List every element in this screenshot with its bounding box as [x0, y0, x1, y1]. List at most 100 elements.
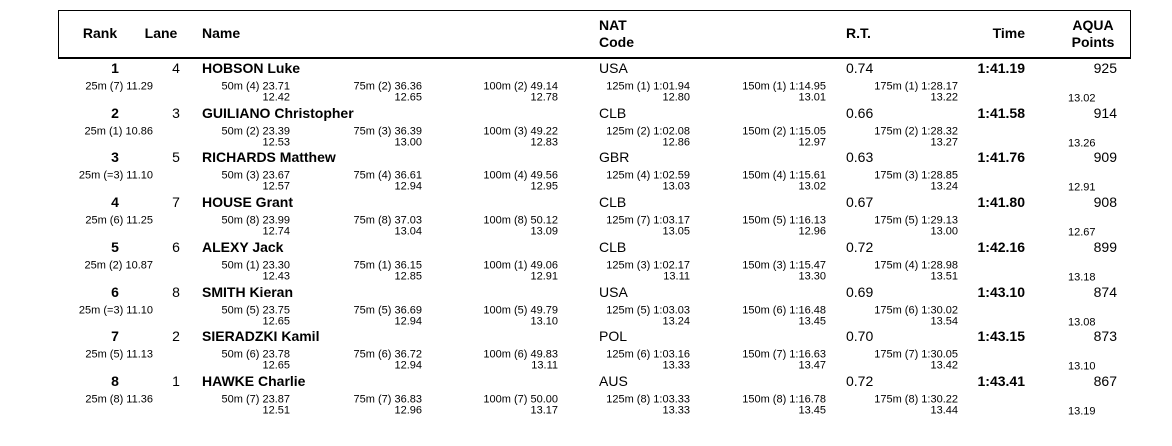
- name: GUILIANO Christopher: [202, 104, 354, 121]
- split: 125m (7) 1:03.17: [606, 214, 690, 227]
- nat-code: POL: [599, 328, 628, 345]
- points: 873: [1093, 328, 1117, 345]
- split-lap: 12.91: [530, 270, 558, 283]
- split-lap: 13.27: [930, 136, 958, 149]
- split-25m: 25m (=3) 11.10: [78, 169, 153, 182]
- split-lap: 13.10: [530, 315, 558, 327]
- lane: 1: [172, 372, 180, 389]
- nat-code: CLB: [599, 238, 627, 255]
- split: 125m (8) 1:03.33: [606, 393, 690, 406]
- split: 50m (5) 23.75: [221, 304, 290, 316]
- split-lap: 13.00: [394, 136, 422, 149]
- name: HAWKE Charlie: [202, 372, 306, 389]
- split: 175m (1) 1:28.17: [874, 80, 958, 93]
- nat-code: GBR: [599, 149, 630, 166]
- split: 75m (7) 36.83: [353, 393, 422, 406]
- header-time: Time: [992, 25, 1025, 41]
- split: 100m (4) 49.56: [483, 169, 558, 182]
- split: 175m (2) 1:28.32: [874, 125, 958, 138]
- split-lap: 12.85: [394, 270, 422, 283]
- rank: 5: [111, 238, 119, 255]
- reaction-time: 0.70: [846, 328, 874, 345]
- split-lap: 12.78: [530, 91, 558, 104]
- split-lap: 12.57: [262, 180, 290, 193]
- split: 150m (7) 1:16.63: [742, 348, 826, 361]
- split-lap: 13.44: [930, 404, 958, 417]
- lane: 8: [172, 283, 180, 300]
- split-lap: 12.65: [262, 315, 290, 327]
- split: 50m (8) 23.99: [221, 214, 290, 227]
- last-lap: 13.26: [1068, 137, 1096, 150]
- split-lap: 12.96: [394, 404, 422, 417]
- split-lap: 13.01: [798, 91, 826, 104]
- split-lap: 12.74: [262, 225, 290, 238]
- lane: 4: [172, 60, 180, 76]
- split-lap: 12.65: [394, 91, 422, 104]
- nat-code: USA: [599, 60, 628, 76]
- nat-code: CLB: [599, 104, 627, 121]
- header-points: Points: [1071, 34, 1115, 50]
- split: 175m (3) 1:28.85: [874, 169, 958, 182]
- split: 75m (1) 36.15: [353, 259, 422, 272]
- split: 175m (4) 1:28.98: [874, 259, 958, 272]
- lane: 6: [172, 238, 180, 255]
- time: 1:43.15: [977, 328, 1025, 345]
- rank: 4: [111, 194, 119, 211]
- rank: 7: [111, 328, 119, 345]
- split: 150m (2) 1:15.05: [742, 125, 826, 138]
- split-lap: 13.45: [798, 404, 826, 417]
- points: 867: [1093, 372, 1117, 389]
- header-points: AQUA: [1072, 17, 1114, 33]
- split-lap: 13.11: [531, 359, 558, 372]
- split-lap: 13.51: [930, 270, 958, 283]
- split-lap: 13.42: [930, 359, 958, 372]
- header-rt: R.T.: [846, 25, 871, 41]
- split-lap: 13.45: [798, 315, 826, 327]
- reaction-time: 0.72: [846, 238, 874, 255]
- split: 100m (6) 49.83: [483, 348, 558, 361]
- last-lap: 13.08: [1068, 316, 1096, 328]
- split-lap: 13.09: [530, 225, 558, 238]
- reaction-time: 0.74: [846, 60, 874, 76]
- points: 909: [1093, 149, 1117, 166]
- split-lap: 12.42: [262, 91, 290, 104]
- split-lap: 12.86: [662, 136, 690, 149]
- time: 1:41.58: [977, 104, 1025, 121]
- split: 50m (6) 23.78: [221, 348, 290, 361]
- split: 125m (3) 1:02.17: [606, 259, 690, 272]
- reaction-time: 0.66: [846, 104, 874, 121]
- split-lap: 13.04: [394, 225, 422, 238]
- split-lap: 12.43: [262, 270, 290, 283]
- lane: 3: [172, 104, 180, 121]
- split-lap: 12.65: [262, 359, 290, 372]
- lane: 7: [172, 194, 180, 211]
- split-lap: 12.94: [394, 180, 422, 193]
- split-25m: 25m (5) 11.13: [85, 348, 153, 361]
- header-box: [58, 10, 1131, 59]
- split-25m: 25m (6) 11.25: [85, 214, 153, 227]
- time: 1:41.76: [977, 149, 1025, 166]
- split-lap: 13.47: [798, 359, 826, 372]
- split: 75m (6) 36.72: [353, 348, 422, 361]
- split: 75m (3) 36.39: [353, 125, 422, 138]
- name: SMITH Kieran: [202, 283, 294, 300]
- name: HOUSE Grant: [202, 194, 294, 211]
- split-lap: 13.54: [930, 315, 958, 327]
- split-25m: 25m (1) 10.86: [84, 125, 153, 138]
- split: 100m (5) 49.79: [483, 304, 558, 316]
- split-lap: 13.02: [798, 180, 826, 193]
- split: 150m (3) 1:15.47: [742, 259, 826, 272]
- split: 50m (3) 23.67: [221, 169, 290, 182]
- name: RICHARDS Matthew: [202, 149, 336, 166]
- split: 125m (2) 1:02.08: [606, 125, 690, 138]
- split: 150m (6) 1:16.48: [742, 304, 826, 316]
- split: 100m (8) 50.12: [483, 214, 558, 227]
- nat-code: AUS: [599, 372, 628, 389]
- last-lap: 12.67: [1068, 226, 1096, 239]
- split: 50m (2) 23.39: [221, 125, 290, 138]
- split: 50m (1) 23.30: [221, 259, 290, 272]
- rank: 2: [111, 104, 119, 121]
- rank: 6: [111, 283, 119, 300]
- split-lap: 13.24: [662, 315, 690, 327]
- split-lap: 12.51: [262, 404, 290, 417]
